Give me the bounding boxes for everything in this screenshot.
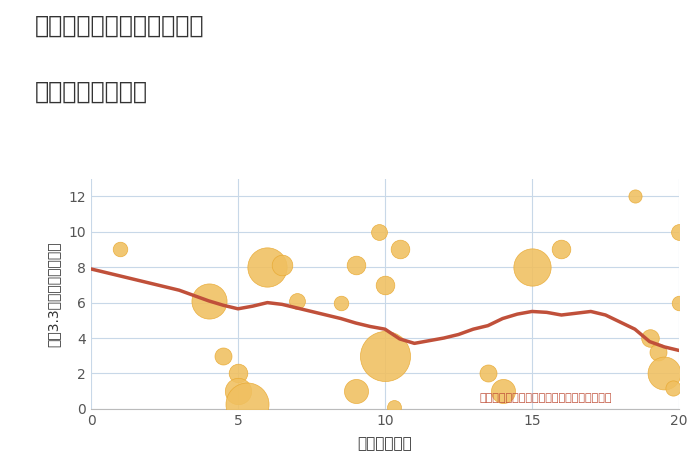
Point — [556, 246, 567, 253]
Point — [482, 370, 493, 377]
Point — [379, 281, 391, 289]
Point — [350, 387, 361, 395]
Point — [291, 297, 302, 305]
Point — [653, 348, 664, 356]
Text: 円の大きさは、取引のあった物件面積を示す: 円の大きさは、取引のあった物件面積を示す — [479, 393, 612, 403]
Point — [673, 228, 685, 235]
Point — [232, 387, 244, 395]
Point — [350, 262, 361, 269]
Point — [394, 246, 405, 253]
Point — [115, 246, 126, 253]
Point — [526, 263, 538, 271]
X-axis label: 駅距離（分）: 駅距離（分） — [358, 436, 412, 451]
Point — [218, 352, 229, 360]
Point — [374, 228, 385, 235]
Point — [379, 352, 391, 360]
Point — [335, 299, 346, 306]
Point — [659, 370, 670, 377]
Point — [232, 370, 244, 377]
Point — [389, 403, 400, 411]
Text: 駅距離別土地価格: 駅距離別土地価格 — [35, 80, 148, 104]
Point — [668, 384, 679, 392]
Point — [203, 297, 214, 305]
Point — [497, 387, 508, 395]
Point — [644, 334, 655, 342]
Text: 兵庫県丹波市市島町酒梨の: 兵庫県丹波市市島町酒梨の — [35, 14, 204, 38]
Point — [276, 262, 288, 269]
Point — [262, 263, 273, 271]
Point — [241, 400, 253, 407]
Point — [629, 193, 641, 200]
Point — [673, 299, 685, 306]
Y-axis label: 坪（3.3㎡）単価（万円）: 坪（3.3㎡）単価（万円） — [46, 241, 60, 346]
